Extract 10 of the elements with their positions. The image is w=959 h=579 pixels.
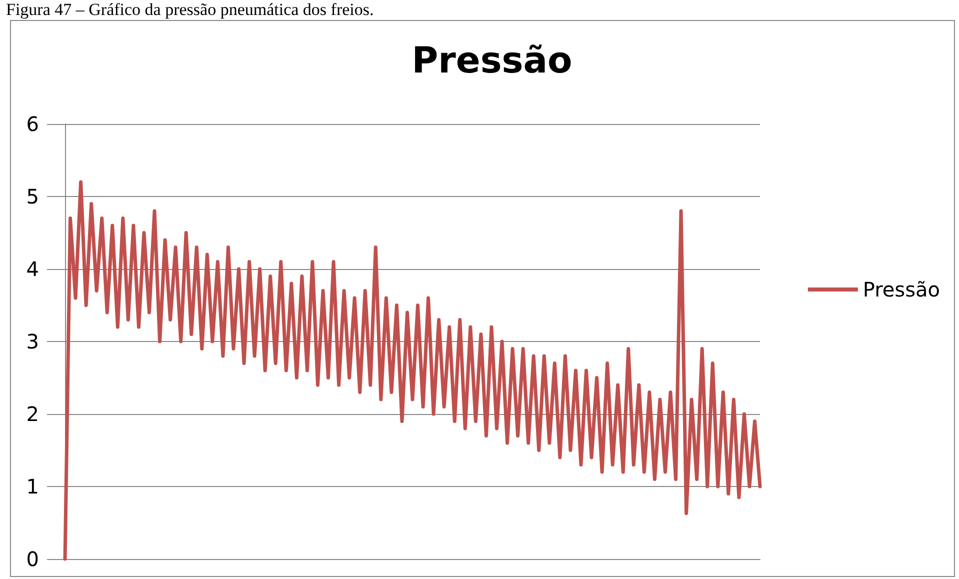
y-tick-label: 3: [26, 330, 39, 354]
y-tick-label: 2: [26, 402, 39, 426]
y-tick-label: 1: [26, 474, 39, 498]
text: Figura 47 – Gráfico da pressão pneumática dos freios.: [6, 0, 374, 20]
legend-label: Pressão: [862, 278, 940, 302]
y-tick-label: 5: [26, 184, 39, 208]
y-tick-label: 6: [26, 112, 39, 136]
y-tick-label: 4: [26, 257, 39, 281]
y-tick-label: 0: [26, 547, 39, 571]
chart-title: Pressão: [412, 40, 572, 82]
